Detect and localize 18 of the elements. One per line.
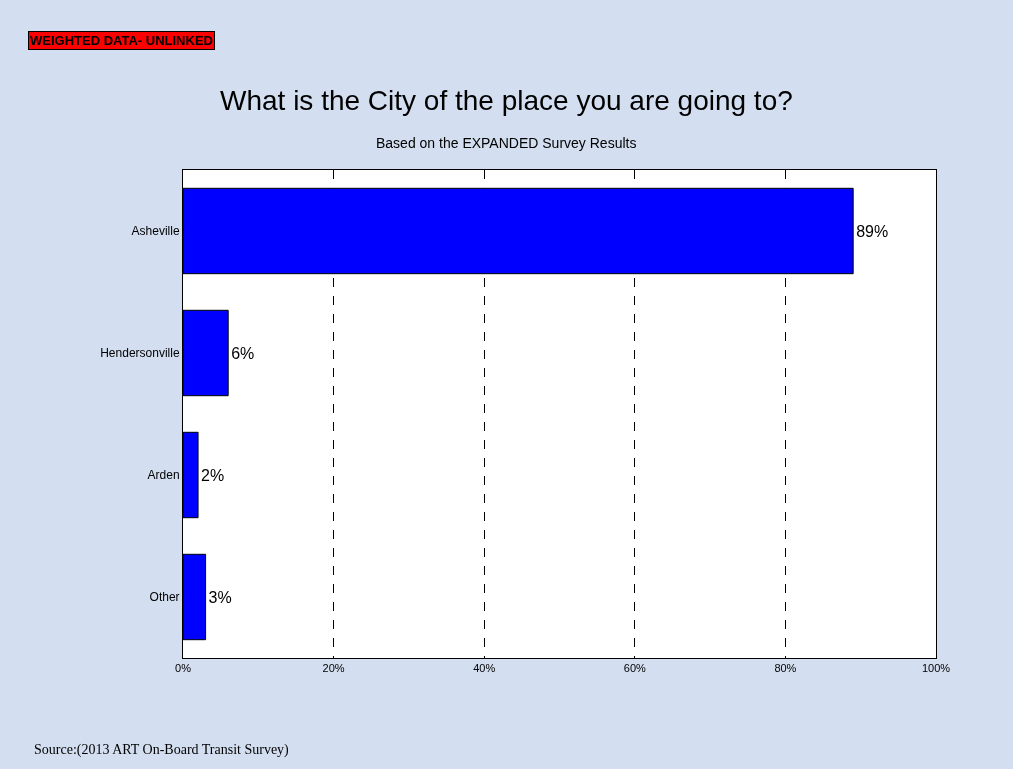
x-tick-label: 40% (473, 662, 496, 675)
x-tick-label: 0% (175, 662, 192, 675)
y-tick-label: Hendersonville (100, 346, 180, 361)
x-tick-label: 60% (623, 662, 647, 675)
x-tick-label: 80% (774, 662, 797, 675)
data-label: 3% (208, 588, 232, 606)
chart-title: What is the City of the place you are going to? (220, 85, 793, 116)
y-tick-label: Other (149, 590, 180, 605)
chart-subtitle: Based on the EXPANDED Survey Results (376, 135, 637, 151)
y-tick-label: Asheville (131, 224, 180, 239)
data-label: 6% (231, 344, 255, 362)
y-tick-label: Arden (147, 468, 180, 483)
x-tick-label: 100% (921, 662, 951, 675)
x-tick-label: 20% (322, 662, 345, 675)
source-note: Source:(2013 ART On-Board Transit Survey) (34, 742, 290, 758)
data-label: 2% (201, 466, 225, 484)
data-label: 89% (856, 222, 889, 240)
text: WEIGHTED DATA- UNLINKED (30, 33, 213, 48)
